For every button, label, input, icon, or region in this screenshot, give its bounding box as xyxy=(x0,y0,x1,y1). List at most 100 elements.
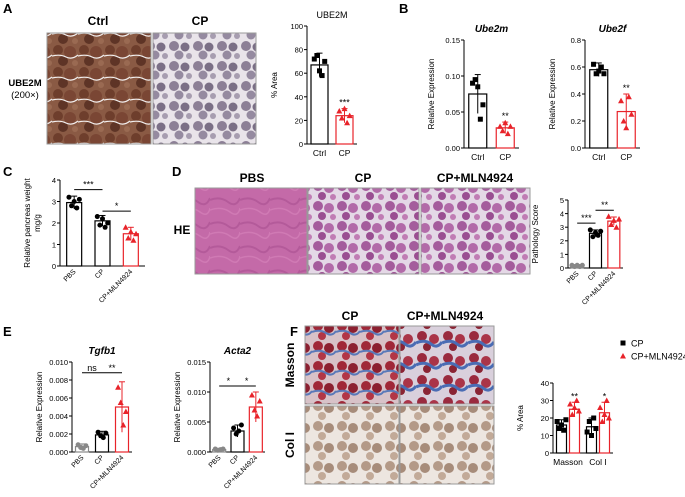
data-point xyxy=(311,56,317,62)
y-axis-label: Relative Expression xyxy=(427,59,436,130)
data-point xyxy=(346,112,353,119)
y-tick-label: 0.4 xyxy=(571,90,581,99)
data-point xyxy=(593,71,599,77)
significance-label: * xyxy=(227,376,231,386)
y-axis-label: Relative Expression xyxy=(548,59,557,130)
data-point xyxy=(95,429,101,435)
data-point xyxy=(628,111,635,117)
data-point xyxy=(103,430,109,436)
x-tick-label: CP xyxy=(620,152,632,162)
y-tick-label: 0.015 xyxy=(187,358,206,367)
chart-title: Ube2m xyxy=(475,24,508,35)
y-tick-label: 2 xyxy=(560,237,564,246)
data-point xyxy=(598,228,604,234)
x-tick-label: Masson xyxy=(553,457,583,467)
y-axis-label: Relative pancreas weight xyxy=(23,178,32,268)
data-point xyxy=(336,107,343,114)
x-tick-label: CP xyxy=(94,268,106,280)
x-tick-label: PBS xyxy=(208,454,223,469)
data-point xyxy=(620,340,626,346)
panel-label-f: F xyxy=(290,324,298,339)
data-point xyxy=(133,230,140,237)
data-point xyxy=(71,199,77,204)
y-tick-label: 0 xyxy=(52,262,56,271)
chart-a-ube2m-area: 0 20 40 60 80 100 UBE2M % Area Ctrl CP *** xyxy=(270,10,357,158)
x-tick-label: PBS xyxy=(566,270,581,285)
data-point xyxy=(598,64,604,70)
data-point xyxy=(556,426,562,431)
micrograph-he-cp-mln4924 xyxy=(420,187,531,275)
y-tick-label: 0.000 xyxy=(49,448,68,457)
panel-label-c: C xyxy=(3,164,13,179)
significance-label: ** xyxy=(571,391,579,401)
panel-label-e: E xyxy=(3,324,12,339)
chart-title: Tgfb1 xyxy=(88,346,116,357)
y-axis-label-unit: mg/g xyxy=(33,214,42,232)
x-tick-label: CP+MLN4924 xyxy=(223,454,259,490)
data-point xyxy=(563,417,569,423)
significance-label: ** xyxy=(108,363,116,373)
data-point xyxy=(561,427,567,433)
data-point xyxy=(115,384,122,390)
data-point xyxy=(571,404,578,410)
data-point xyxy=(231,425,237,431)
data-point xyxy=(319,73,325,79)
panel-label-a: A xyxy=(3,1,13,16)
data-point xyxy=(610,217,617,223)
x-tick-label: CP xyxy=(229,454,241,466)
data-point xyxy=(608,221,615,227)
data-point xyxy=(589,433,594,438)
y-tick-label: 2 xyxy=(52,219,56,228)
row-label-masson: Masson xyxy=(283,343,297,388)
data-point xyxy=(502,119,509,126)
bar xyxy=(66,201,83,267)
data-point xyxy=(579,262,585,268)
y-tick-label: 10 xyxy=(541,432,549,441)
data-point xyxy=(587,227,593,233)
data-point xyxy=(601,411,608,417)
data-point xyxy=(475,84,481,90)
data-point xyxy=(470,80,476,86)
x-tick-label: Ctrl xyxy=(313,148,326,158)
micrograph-masson-cp xyxy=(304,325,400,405)
y-tick-label: 20 xyxy=(295,116,303,125)
x-tick-label: CP xyxy=(94,454,106,466)
data-point xyxy=(573,397,580,403)
data-point xyxy=(507,123,514,129)
chart-title: Acta2 xyxy=(223,346,252,357)
bar xyxy=(589,69,609,149)
y-tick-label: 1 xyxy=(560,250,564,259)
data-point xyxy=(100,216,105,222)
data-point xyxy=(130,237,137,243)
y-tick-label: 3 xyxy=(52,198,56,207)
data-point xyxy=(569,411,576,417)
data-point xyxy=(341,105,348,112)
data-point xyxy=(620,353,626,359)
data-point xyxy=(597,404,604,410)
x-tick-label: CP+MLN4924 xyxy=(581,270,617,306)
row-label-ube2m: UBE2M xyxy=(8,78,41,89)
data-point xyxy=(603,397,610,403)
y-tick-label: 0.10 xyxy=(445,72,460,81)
micrograph-he-pbs xyxy=(194,187,308,275)
y-axis-label: Pathology Score xyxy=(531,204,540,263)
data-point xyxy=(584,429,590,435)
data-point xyxy=(125,235,132,241)
significance-label: ** xyxy=(601,200,609,210)
significance-label: *** xyxy=(339,98,350,108)
data-point xyxy=(127,228,134,235)
data-point xyxy=(322,58,328,64)
data-point xyxy=(605,415,612,421)
chart-b-ube2f-expression: 0.0 0.2 0.4 0.6 0.8 Ube2f Relative Expression C… xyxy=(548,24,640,162)
y-axis-label: Relative Expression xyxy=(35,372,44,443)
significance-label: * xyxy=(245,376,249,386)
y-tick-label: 0 xyxy=(299,140,303,149)
data-point xyxy=(623,124,630,131)
column-label-cp-mln4924-f: CP+MLN4924 xyxy=(407,309,484,323)
row-label-magnification: (200×) xyxy=(11,90,39,101)
data-point xyxy=(74,205,80,211)
y-tick-label: 0.005 xyxy=(187,418,206,427)
data-point xyxy=(613,224,620,230)
data-point xyxy=(69,203,75,209)
data-point xyxy=(83,443,89,449)
